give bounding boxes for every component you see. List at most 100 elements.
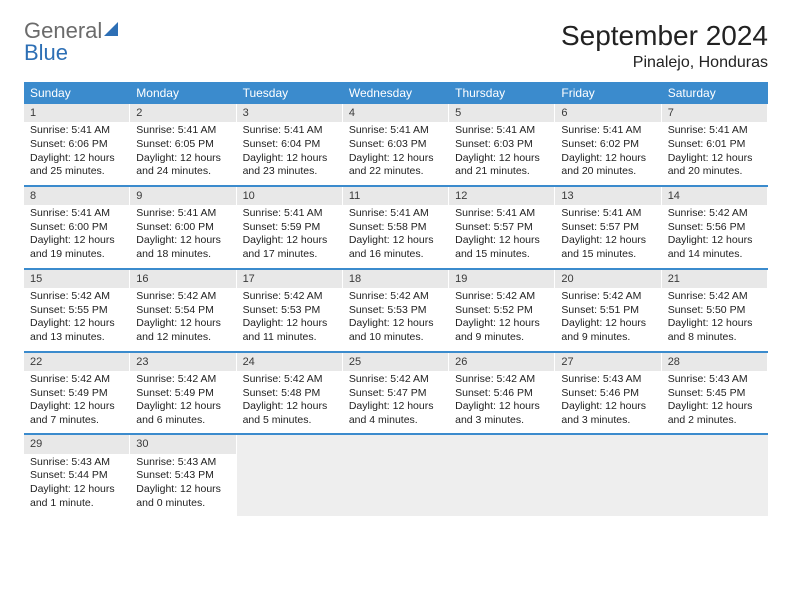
day-line-d1: Daylight: 12 hours	[349, 234, 443, 248]
day-line-d1: Daylight: 12 hours	[668, 400, 762, 414]
day-line-sunset: Sunset: 5:59 PM	[243, 221, 337, 235]
day-line-d2: and 20 minutes.	[668, 165, 762, 179]
day-line-sunrise: Sunrise: 5:41 AM	[30, 124, 124, 138]
empty-cell	[237, 435, 343, 516]
day-line-d1: Daylight: 12 hours	[668, 152, 762, 166]
day-body: Sunrise: 5:42 AMSunset: 5:49 PMDaylight:…	[24, 371, 130, 434]
day-line-d2: and 9 minutes.	[561, 331, 655, 345]
day-line-d1: Daylight: 12 hours	[243, 400, 337, 414]
day-line-d1: Daylight: 12 hours	[136, 400, 230, 414]
day-body: Sunrise: 5:43 AMSunset: 5:44 PMDaylight:…	[24, 454, 130, 517]
day-body: Sunrise: 5:41 AMSunset: 6:02 PMDaylight:…	[555, 122, 661, 185]
day-number: 2	[130, 104, 236, 122]
day-line-d2: and 16 minutes.	[349, 248, 443, 262]
day-body: Sunrise: 5:42 AMSunset: 5:50 PMDaylight:…	[662, 288, 768, 351]
day-line-d1: Daylight: 12 hours	[136, 152, 230, 166]
day-body: Sunrise: 5:41 AMSunset: 6:00 PMDaylight:…	[130, 205, 236, 268]
day-line-d2: and 15 minutes.	[561, 248, 655, 262]
day-line-d1: Daylight: 12 hours	[455, 317, 549, 331]
day-cell: 18Sunrise: 5:42 AMSunset: 5:53 PMDayligh…	[343, 270, 449, 351]
day-line-sunset: Sunset: 5:54 PM	[136, 304, 230, 318]
day-line-d2: and 21 minutes.	[455, 165, 549, 179]
day-line-sunset: Sunset: 5:53 PM	[243, 304, 337, 318]
day-number: 19	[449, 270, 555, 288]
day-body: Sunrise: 5:42 AMSunset: 5:51 PMDaylight:…	[555, 288, 661, 351]
day-line-sunrise: Sunrise: 5:42 AM	[243, 373, 337, 387]
day-header: Friday	[555, 82, 661, 104]
day-line-d1: Daylight: 12 hours	[243, 234, 337, 248]
day-line-d2: and 11 minutes.	[243, 331, 337, 345]
day-line-sunrise: Sunrise: 5:41 AM	[455, 124, 549, 138]
day-line-sunset: Sunset: 5:56 PM	[668, 221, 762, 235]
day-line-d1: Daylight: 12 hours	[668, 234, 762, 248]
day-line-d2: and 14 minutes.	[668, 248, 762, 262]
day-cell: 5Sunrise: 5:41 AMSunset: 6:03 PMDaylight…	[449, 104, 555, 185]
sail-icon	[104, 20, 122, 42]
day-body: Sunrise: 5:43 AMSunset: 5:46 PMDaylight:…	[555, 371, 661, 434]
day-header: Sunday	[24, 82, 130, 104]
day-line-sunrise: Sunrise: 5:41 AM	[243, 207, 337, 221]
day-line-d1: Daylight: 12 hours	[349, 152, 443, 166]
day-header-row: SundayMondayTuesdayWednesdayThursdayFrid…	[24, 82, 768, 104]
empty-cell	[343, 435, 449, 516]
day-number: 14	[662, 187, 768, 205]
day-line-d1: Daylight: 12 hours	[30, 234, 124, 248]
day-line-sunset: Sunset: 5:57 PM	[561, 221, 655, 235]
day-line-sunset: Sunset: 5:43 PM	[136, 469, 230, 483]
day-line-sunrise: Sunrise: 5:42 AM	[243, 290, 337, 304]
day-number: 11	[343, 187, 449, 205]
day-body: Sunrise: 5:41 AMSunset: 6:03 PMDaylight:…	[343, 122, 449, 185]
day-line-sunrise: Sunrise: 5:42 AM	[455, 290, 549, 304]
day-body: Sunrise: 5:42 AMSunset: 5:52 PMDaylight:…	[449, 288, 555, 351]
day-cell: 15Sunrise: 5:42 AMSunset: 5:55 PMDayligh…	[24, 270, 130, 351]
day-line-sunset: Sunset: 6:05 PM	[136, 138, 230, 152]
day-number: 9	[130, 187, 236, 205]
day-cell: 7Sunrise: 5:41 AMSunset: 6:01 PMDaylight…	[662, 104, 768, 185]
day-number: 27	[555, 353, 661, 371]
day-header: Thursday	[449, 82, 555, 104]
day-line-d1: Daylight: 12 hours	[243, 152, 337, 166]
day-line-d1: Daylight: 12 hours	[136, 234, 230, 248]
location-text: Pinalejo, Honduras	[561, 54, 768, 72]
day-line-sunrise: Sunrise: 5:42 AM	[668, 290, 762, 304]
day-cell: 13Sunrise: 5:41 AMSunset: 5:57 PMDayligh…	[555, 187, 661, 268]
day-cell: 4Sunrise: 5:41 AMSunset: 6:03 PMDaylight…	[343, 104, 449, 185]
day-number: 10	[237, 187, 343, 205]
day-line-sunrise: Sunrise: 5:42 AM	[455, 373, 549, 387]
week-row: 1Sunrise: 5:41 AMSunset: 6:06 PMDaylight…	[24, 104, 768, 187]
day-body: Sunrise: 5:42 AMSunset: 5:47 PMDaylight:…	[343, 371, 449, 434]
day-line-sunrise: Sunrise: 5:42 AM	[136, 373, 230, 387]
day-number: 24	[237, 353, 343, 371]
day-line-d2: and 15 minutes.	[455, 248, 549, 262]
day-body: Sunrise: 5:41 AMSunset: 5:57 PMDaylight:…	[449, 205, 555, 268]
day-number: 15	[24, 270, 130, 288]
day-line-sunset: Sunset: 5:52 PM	[455, 304, 549, 318]
logo-word-blue: Blue	[24, 40, 68, 65]
day-body: Sunrise: 5:42 AMSunset: 5:55 PMDaylight:…	[24, 288, 130, 351]
day-line-d1: Daylight: 12 hours	[30, 317, 124, 331]
day-line-d2: and 2 minutes.	[668, 414, 762, 428]
day-body: Sunrise: 5:42 AMSunset: 5:53 PMDaylight:…	[343, 288, 449, 351]
day-line-d1: Daylight: 12 hours	[668, 317, 762, 331]
day-line-sunrise: Sunrise: 5:42 AM	[668, 207, 762, 221]
day-line-d1: Daylight: 12 hours	[455, 234, 549, 248]
day-line-sunset: Sunset: 5:49 PM	[30, 387, 124, 401]
day-body: Sunrise: 5:41 AMSunset: 6:01 PMDaylight:…	[662, 122, 768, 185]
day-number: 16	[130, 270, 236, 288]
empty-cell	[555, 435, 661, 516]
day-header: Tuesday	[237, 82, 343, 104]
day-line-sunrise: Sunrise: 5:41 AM	[668, 124, 762, 138]
day-number: 28	[662, 353, 768, 371]
day-line-sunrise: Sunrise: 5:41 AM	[349, 207, 443, 221]
day-body: Sunrise: 5:42 AMSunset: 5:46 PMDaylight:…	[449, 371, 555, 434]
day-cell: 26Sunrise: 5:42 AMSunset: 5:46 PMDayligh…	[449, 353, 555, 434]
day-body: Sunrise: 5:41 AMSunset: 6:04 PMDaylight:…	[237, 122, 343, 185]
day-number: 1	[24, 104, 130, 122]
empty-cell	[449, 435, 555, 516]
week-row: 22Sunrise: 5:42 AMSunset: 5:49 PMDayligh…	[24, 353, 768, 436]
day-number: 29	[24, 435, 130, 453]
day-line-sunrise: Sunrise: 5:42 AM	[349, 290, 443, 304]
page-title: September 2024	[561, 20, 768, 52]
day-number: 6	[555, 104, 661, 122]
day-number: 21	[662, 270, 768, 288]
